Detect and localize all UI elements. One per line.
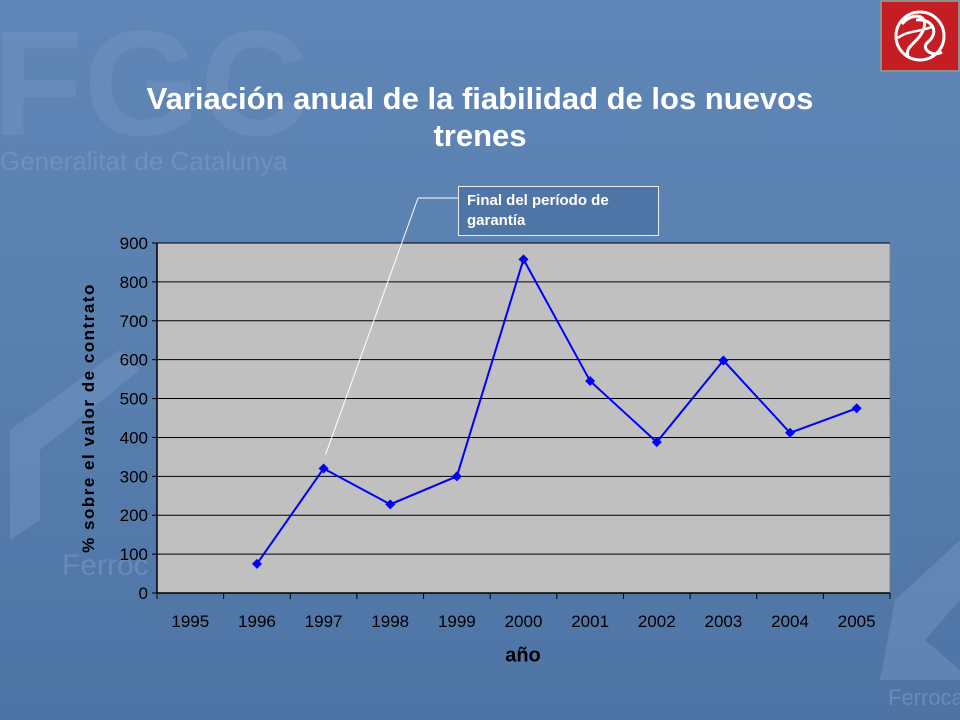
callout-leader-line [325, 197, 419, 455]
x-tick-label: 1999 [438, 612, 476, 631]
page-title: Variación anual de la fiabilidad de los … [146, 81, 814, 153]
y-tick-label: 400 [120, 428, 148, 447]
x-tick-label: 2002 [638, 612, 676, 631]
data-point-1997 [318, 463, 329, 474]
data-point-2001 [585, 376, 596, 387]
x-tick-label: 1996 [238, 612, 276, 631]
data-point-1998 [385, 499, 396, 510]
y-axis-label: % sobre el valor de contrato [79, 283, 98, 553]
x-tick-label: 1995 [171, 612, 209, 631]
series-line [256, 256, 858, 565]
y-tick-label: 800 [120, 273, 148, 292]
x-tick-label: 2001 [571, 612, 609, 631]
y-tick-labels: 0 100 200 300 400 500 600 700 800 900 [120, 234, 157, 603]
warranty-end-callout: Final del período de garantía [458, 186, 659, 236]
grid-lines [157, 242, 890, 555]
plot-area [156, 242, 891, 594]
x-tick-labels: 1995 1996 1997 1998 1999 2000 2001 2002 2003 2004… [156, 593, 891, 631]
data-point-1996 [251, 558, 262, 569]
axes [156, 243, 890, 594]
x-tick-label: 1997 [305, 612, 343, 631]
y-tick-label: 500 [120, 390, 148, 409]
x-tick-label: 2005 [838, 612, 876, 631]
y-tick-label: 900 [120, 234, 148, 253]
data-point-2000 [518, 254, 529, 265]
x-tick-label: 2004 [771, 612, 809, 631]
x-tick-label: 1998 [371, 612, 409, 631]
y-tick-label: 300 [120, 467, 148, 486]
y-tick-label: 200 [120, 506, 148, 525]
x-tick-label: 2000 [505, 612, 543, 631]
data-markers [251, 254, 862, 569]
data-point-2002 [651, 437, 662, 448]
data-point-2004 [785, 427, 796, 438]
data-point-2003 [718, 355, 729, 366]
monogram-icon [894, 10, 946, 62]
y-tick-label: 0 [139, 584, 148, 603]
y-tick-label: 100 [120, 545, 148, 564]
data-point-2005 [851, 403, 862, 414]
x-tick-label: 2003 [704, 612, 742, 631]
y-tick-label: 600 [120, 351, 148, 370]
y-tick-label: 700 [120, 312, 148, 331]
corporate-logo [880, 0, 960, 72]
x-axis-label: año [505, 644, 541, 667]
data-point-1999 [451, 471, 462, 482]
